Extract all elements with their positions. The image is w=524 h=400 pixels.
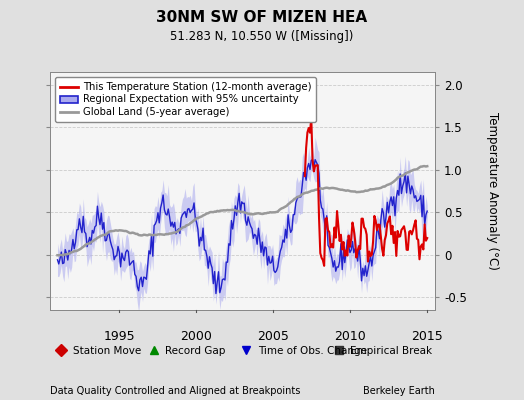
Text: 2000: 2000 <box>180 330 212 343</box>
Text: 30NM SW OF MIZEN HEA: 30NM SW OF MIZEN HEA <box>157 10 367 25</box>
Text: 1995: 1995 <box>103 330 135 343</box>
Text: 2005: 2005 <box>257 330 289 343</box>
Text: Station Move: Station Move <box>73 346 141 356</box>
Text: Data Quality Controlled and Aligned at Breakpoints: Data Quality Controlled and Aligned at B… <box>50 386 300 396</box>
Text: 2010: 2010 <box>334 330 366 343</box>
Text: 51.283 N, 10.550 W ([Missing]): 51.283 N, 10.550 W ([Missing]) <box>170 30 354 43</box>
Text: Time of Obs. Change: Time of Obs. Change <box>258 346 367 356</box>
Text: Berkeley Earth: Berkeley Earth <box>363 386 435 396</box>
Y-axis label: Temperature Anomaly (°C): Temperature Anomaly (°C) <box>486 112 499 270</box>
Text: Empirical Break: Empirical Break <box>350 346 432 356</box>
Text: 2015: 2015 <box>411 330 443 343</box>
Legend: This Temperature Station (12-month average), Regional Expectation with 95% uncer: This Temperature Station (12-month avera… <box>55 77 316 122</box>
Text: Record Gap: Record Gap <box>166 346 226 356</box>
